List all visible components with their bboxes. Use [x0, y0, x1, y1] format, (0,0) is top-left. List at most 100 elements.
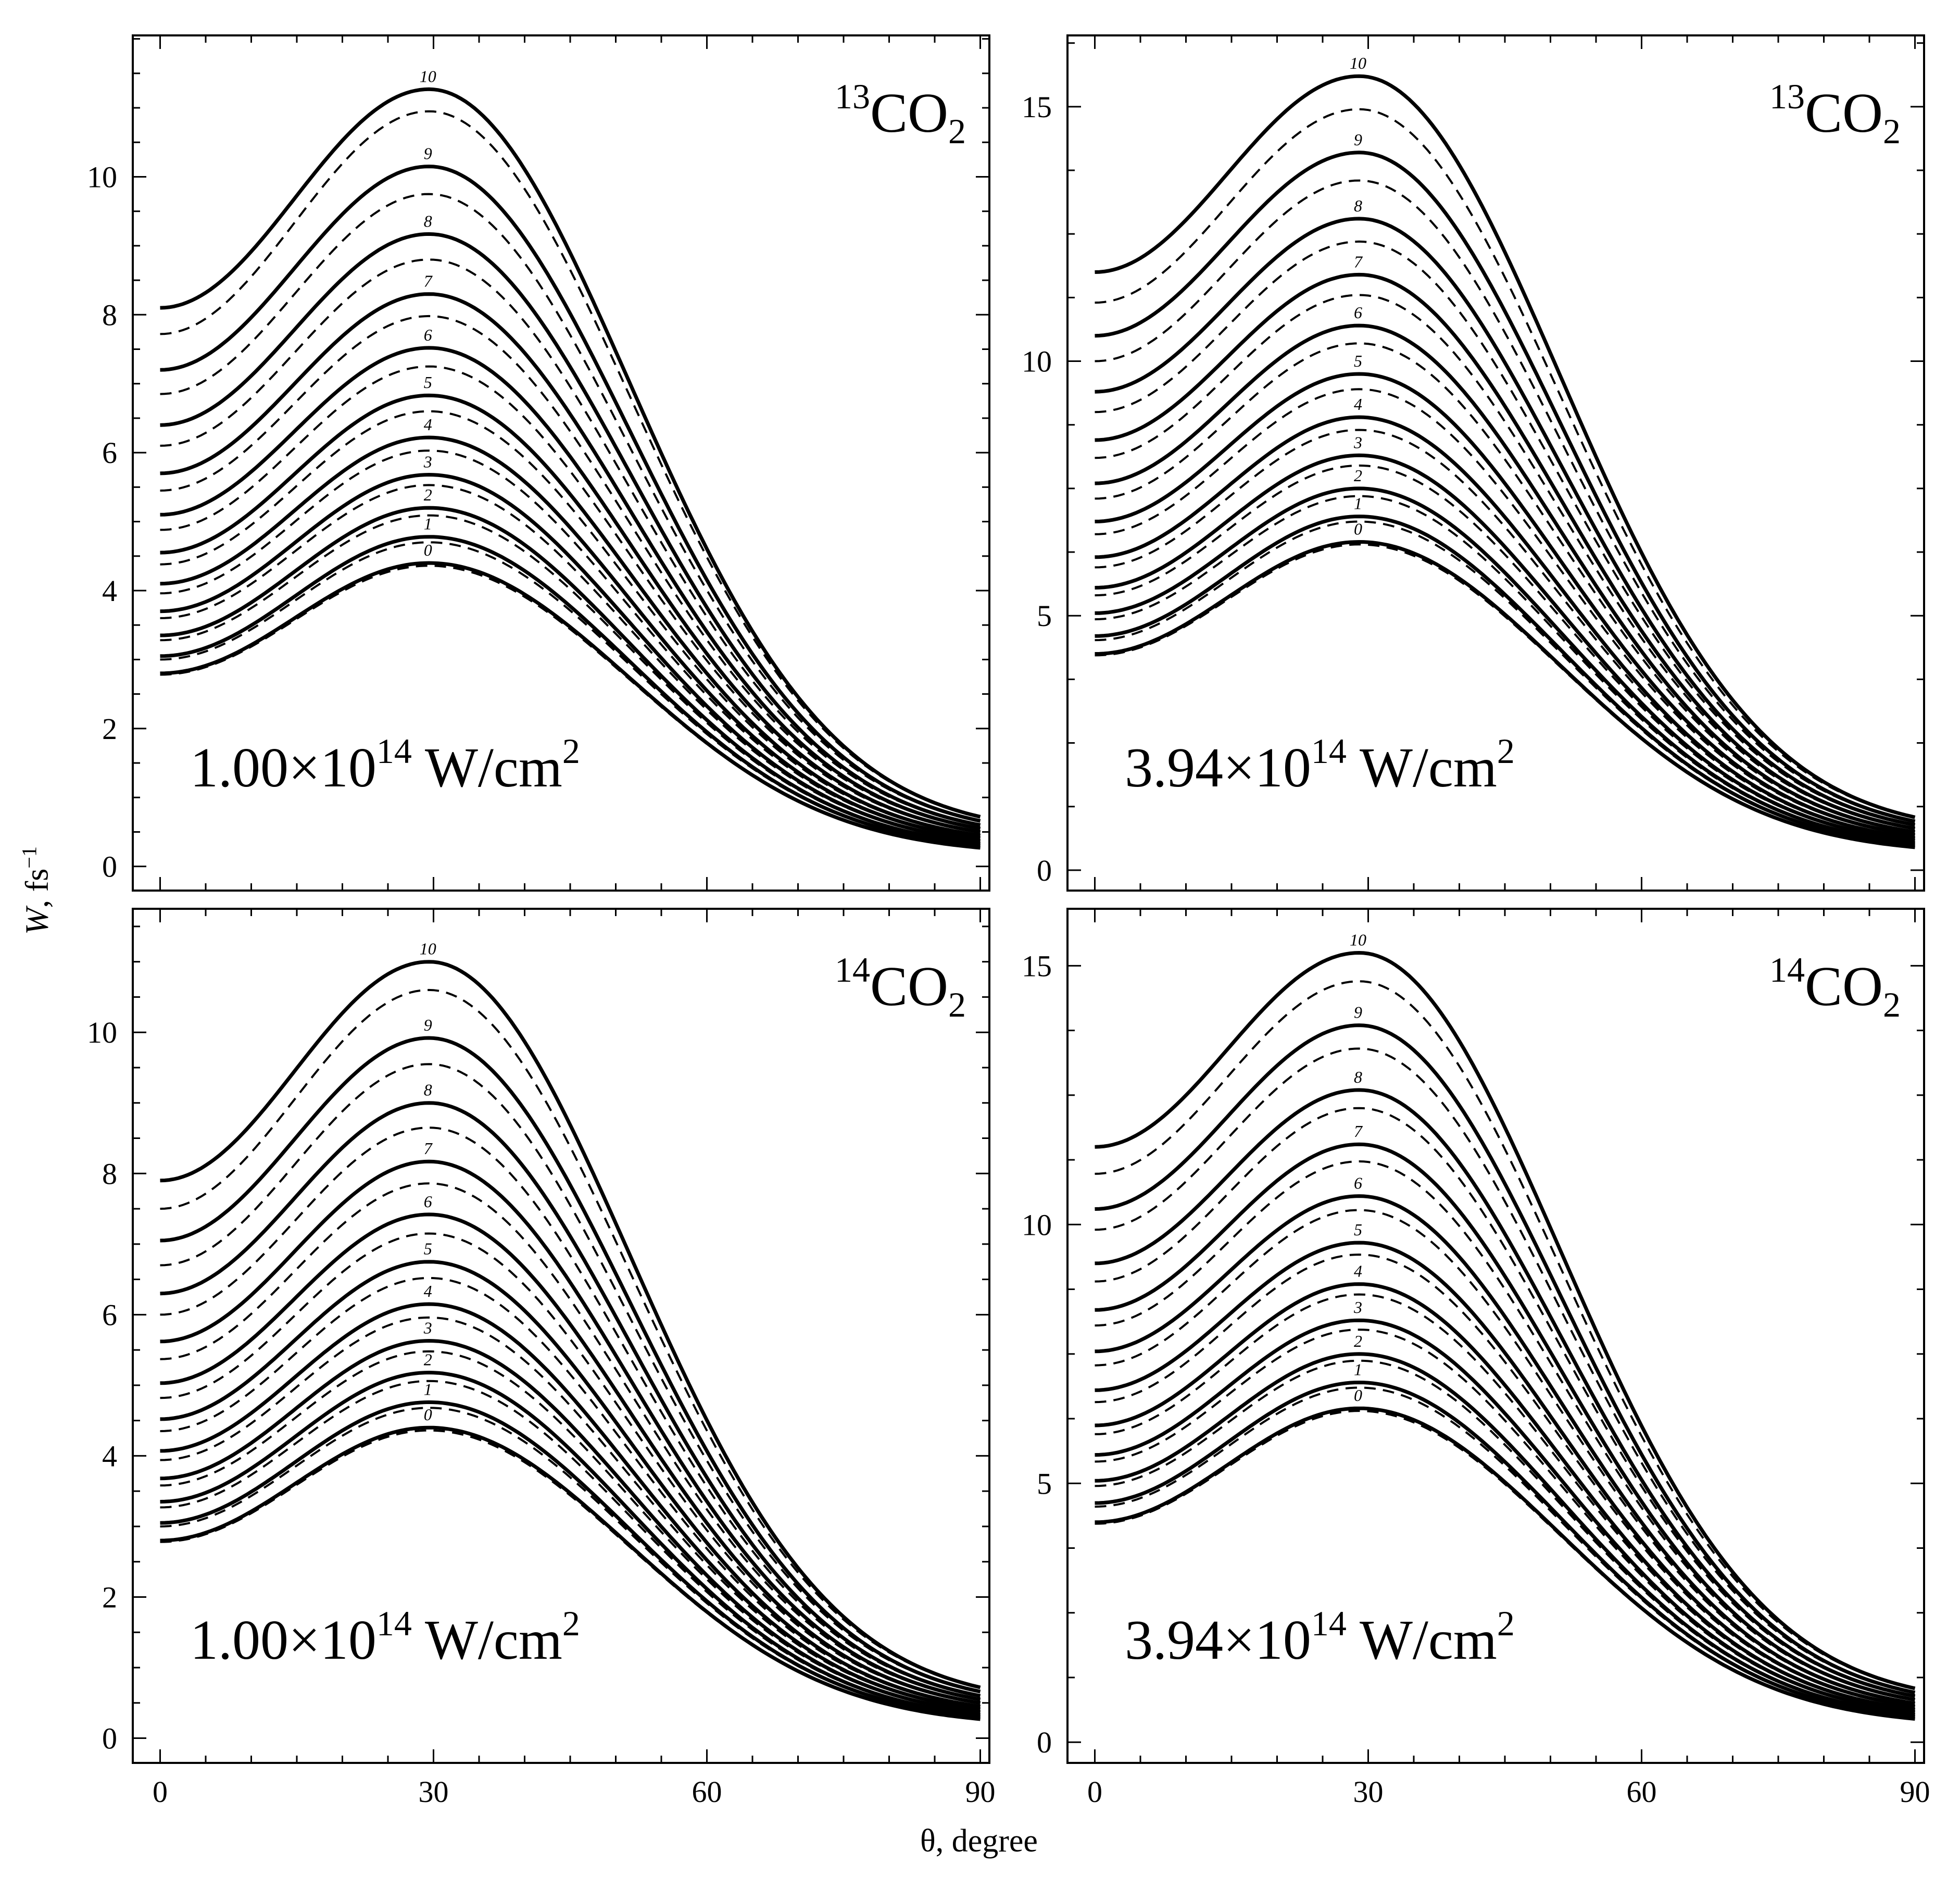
- solid-series-5: [1095, 1241, 1916, 1709]
- solid-series-10: [1095, 74, 1916, 819]
- curve-label: 8: [424, 211, 432, 230]
- curve-label: 5: [1354, 1220, 1362, 1239]
- curve-label: 1: [424, 515, 432, 533]
- solid-series-8: [1095, 1088, 1916, 1698]
- solid-series-8: [160, 1101, 981, 1698]
- solid-series-4: [1095, 1282, 1915, 1712]
- curve-label: 10: [1350, 54, 1366, 72]
- solid-series-5: [160, 393, 981, 837]
- molecule-isotope: 14: [835, 950, 870, 990]
- x-tick-label: 0: [1087, 1775, 1102, 1809]
- solid-series-10: [1095, 950, 1916, 1691]
- solid-series-8: [160, 232, 981, 827]
- intensity-exponent: 14: [1311, 1604, 1347, 1643]
- y-tick-label: 4: [102, 1439, 117, 1473]
- solid-series-9: [1095, 151, 1916, 823]
- intensity-unit-exponent: 2: [1497, 731, 1515, 771]
- intensity-unit-exponent: 2: [1497, 1604, 1515, 1643]
- molecule-formula: CO: [870, 956, 948, 1018]
- curve-label: 0: [424, 541, 432, 559]
- y-tick-label: 10: [1022, 345, 1052, 379]
- curve-label: 8: [1354, 196, 1362, 215]
- y-tick-label: 4: [102, 574, 117, 608]
- curve-label: 10: [420, 940, 436, 958]
- y-tick-label: 10: [87, 1016, 117, 1049]
- intensity-label: 3.94×1014 W/cm2: [1125, 1604, 1515, 1671]
- y-tick-label: 0: [1037, 1725, 1052, 1759]
- y-axis-label-symbol: W: [19, 908, 55, 935]
- intensity-label: 1.00×1014 W/cm2: [190, 1604, 580, 1671]
- solid-series-10: [160, 960, 981, 1689]
- intensity-unit: W/cm: [412, 1609, 562, 1671]
- dashed-series-10: [1095, 108, 1915, 819]
- solid-series-1: [1095, 1380, 1915, 1719]
- solid-series-0: [1095, 1406, 1915, 1721]
- curve-label: 10: [1350, 930, 1366, 949]
- dashed-series-2: [160, 1380, 981, 1716]
- molecule-label: 13CO2: [1769, 77, 1901, 151]
- solid-series-0: [160, 561, 981, 850]
- dashed-series-8: [160, 1126, 981, 1697]
- dashed-series-3: [160, 1350, 981, 1713]
- molecule-subscript: 2: [1883, 111, 1901, 151]
- y-tick-label: 0: [102, 1722, 117, 1756]
- curve-label: 2: [1354, 466, 1362, 485]
- y-tick-label: 0: [1037, 854, 1052, 887]
- y-tick-label: 6: [102, 1298, 117, 1332]
- dashed-series-3: [160, 484, 981, 842]
- intensity-exponent: 14: [376, 1604, 412, 1643]
- molecule-label: 14CO2: [835, 950, 966, 1024]
- dashed-series-10: [1095, 980, 1915, 1689]
- dashed-series-9: [160, 193, 981, 822]
- solid-series-0: [160, 1425, 981, 1721]
- dashed-series-4: [1095, 429, 1915, 840]
- curve-label: 5: [424, 373, 432, 392]
- intensity-unit: W/cm: [1347, 737, 1497, 799]
- solid-series-7: [1095, 272, 1916, 831]
- dashed-series-2: [160, 514, 981, 845]
- dashed-series-0: [1095, 543, 1915, 848]
- y-tick-label: 5: [1037, 1467, 1052, 1500]
- y-tick-label: 10: [87, 160, 117, 194]
- panel-bottom-right: 0 30 60 9005101501234567891014CO23.94×1014 …: [1022, 908, 1930, 1809]
- y-tick-label: 15: [1022, 90, 1052, 124]
- solid-series-6: [160, 1212, 981, 1705]
- solid-series-4: [160, 1302, 981, 1711]
- x-tick-label: 30: [1353, 1775, 1384, 1809]
- curve-label: 9: [424, 144, 432, 163]
- x-tick-label: 90: [1900, 1775, 1930, 1809]
- panel-frame: [132, 908, 990, 1764]
- x-tick-label: 0: [153, 1775, 168, 1809]
- dashed-series-8: [1095, 240, 1915, 826]
- intensity-mantissa: 3.94×10: [1125, 1609, 1311, 1671]
- curve-label: 10: [420, 67, 436, 85]
- solid-series-6: [1095, 323, 1916, 834]
- solid-series-3: [1095, 453, 1915, 843]
- solid-series-7: [1095, 1142, 1916, 1702]
- dashed-series-10: [160, 110, 981, 818]
- x-tick-label: 30: [419, 1775, 449, 1809]
- y-tick-label: 5: [1037, 599, 1052, 633]
- intensity-mantissa: 1.00×10: [190, 1609, 376, 1671]
- solid-series-2: [1095, 1352, 1915, 1717]
- dashed-series-1: [160, 541, 981, 847]
- dashed-series-9: [160, 1063, 981, 1693]
- curve-label: 3: [423, 1318, 432, 1337]
- curve-label: 0: [1354, 519, 1362, 538]
- panel-frame: [132, 34, 990, 892]
- y-axis-label-exponent: −1: [17, 846, 41, 869]
- solid-series-3: [160, 472, 981, 843]
- y-tick-label: 15: [1022, 949, 1052, 983]
- curve-label: 7: [1354, 1122, 1363, 1141]
- solid-series-3: [160, 1338, 981, 1714]
- y-axis-label-unit: , fs: [19, 868, 55, 908]
- panel-frame: [1066, 908, 1925, 1764]
- dashed-series-7: [160, 315, 981, 830]
- solid-series-2: [160, 1370, 981, 1717]
- curve-label: 7: [424, 1139, 433, 1158]
- curve-label: 3: [1353, 1298, 1362, 1317]
- molecule-formula: CO: [870, 82, 948, 144]
- intensity-mantissa: 1.00×10: [190, 737, 376, 799]
